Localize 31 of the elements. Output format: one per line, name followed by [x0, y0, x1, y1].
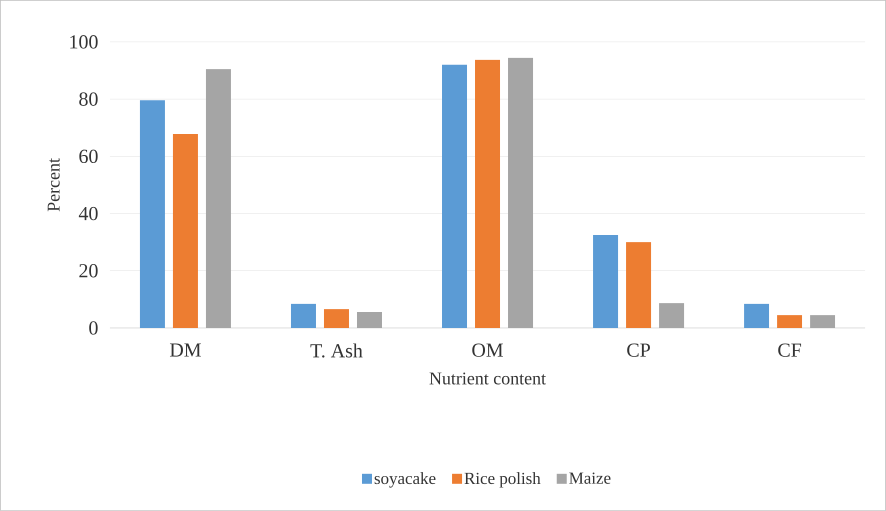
y-tick-label: 40	[78, 206, 98, 220]
bar	[172, 134, 198, 328]
y-axis-title: Percent	[48, 158, 60, 212]
bar	[626, 242, 652, 328]
bar	[140, 100, 165, 328]
bar	[593, 235, 618, 328]
y-tick-label: 80	[79, 92, 98, 106]
bar	[324, 309, 349, 328]
bar	[810, 315, 836, 328]
bar	[290, 304, 316, 328]
bar	[356, 312, 382, 328]
y-tick-label: 0	[89, 321, 98, 335]
y-tick-label: 100	[70, 35, 98, 49]
y-tick-label: 60	[79, 150, 98, 164]
x-axis-title: Nutrient content	[430, 372, 546, 385]
x-tick-label: T. Ash	[310, 344, 363, 358]
legend-label: Rice polish	[464, 472, 541, 488]
x-tick-label: CF	[778, 344, 802, 357]
x-tick-label: CP	[627, 344, 650, 357]
bar	[744, 304, 770, 328]
y-tick-label: 20	[79, 264, 98, 278]
bar	[475, 60, 500, 328]
bar	[206, 69, 231, 328]
bar	[777, 315, 802, 328]
bar	[508, 58, 534, 328]
legend-label: Maize	[569, 472, 610, 484]
x-tick-label: OM	[472, 344, 503, 357]
bar	[442, 64, 468, 328]
x-tick-label: DM	[170, 344, 201, 357]
legend-label: soyacake	[374, 472, 436, 488]
bar	[659, 303, 684, 328]
